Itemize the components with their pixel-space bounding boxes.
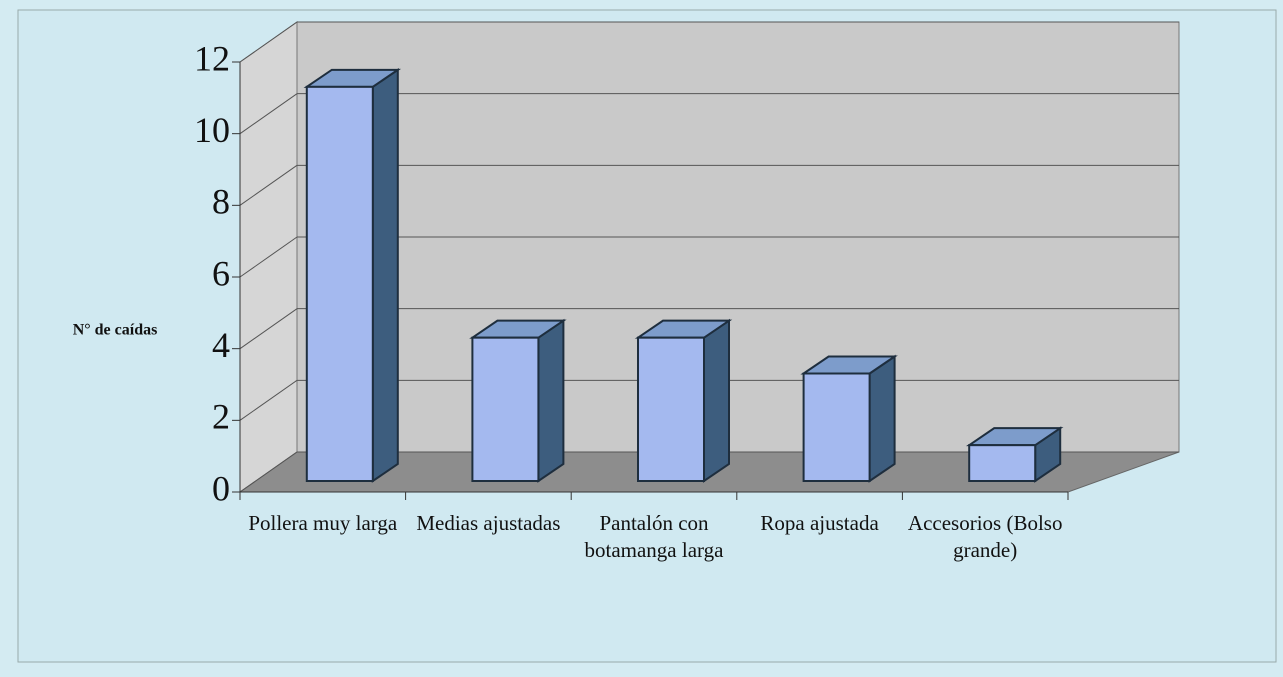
x-tick-label: Accesorios (Bolso grande) — [907, 511, 1063, 562]
y-axis-label: N° de caídas — [73, 322, 158, 339]
y-tick-label: 0 — [212, 468, 230, 508]
y-tick-label: 10 — [194, 110, 230, 150]
x-tick-label: Pollera muy larga — [248, 511, 398, 535]
grid-line-side — [239, 93, 298, 135]
grid-line-side — [239, 236, 298, 278]
bar — [471, 336, 540, 482]
bar-side — [537, 318, 565, 483]
y-tick-label: 6 — [212, 253, 230, 293]
y-tick-label: 8 — [212, 182, 230, 222]
y-tick-label: 12 — [194, 38, 230, 78]
grid-line-side — [239, 379, 298, 421]
x-tick-label: Ropa ajustada — [760, 511, 879, 535]
x-tick-label: Medias ajustadas — [416, 511, 561, 535]
bar — [305, 85, 374, 482]
grid-line-side — [239, 451, 298, 493]
bar — [802, 372, 871, 482]
x-tick-label: Pantalón con botamanga larga — [584, 511, 724, 562]
y-tick-label: 4 — [212, 325, 230, 365]
grid-line-side — [239, 308, 298, 350]
grid-line-side — [239, 164, 298, 206]
y-tick-label: 2 — [212, 397, 230, 437]
bar-side — [703, 318, 730, 483]
bar — [637, 336, 705, 482]
grid-line-side — [239, 21, 298, 63]
bar — [968, 444, 1037, 482]
bar-side — [868, 354, 896, 483]
bar-side — [371, 67, 399, 483]
